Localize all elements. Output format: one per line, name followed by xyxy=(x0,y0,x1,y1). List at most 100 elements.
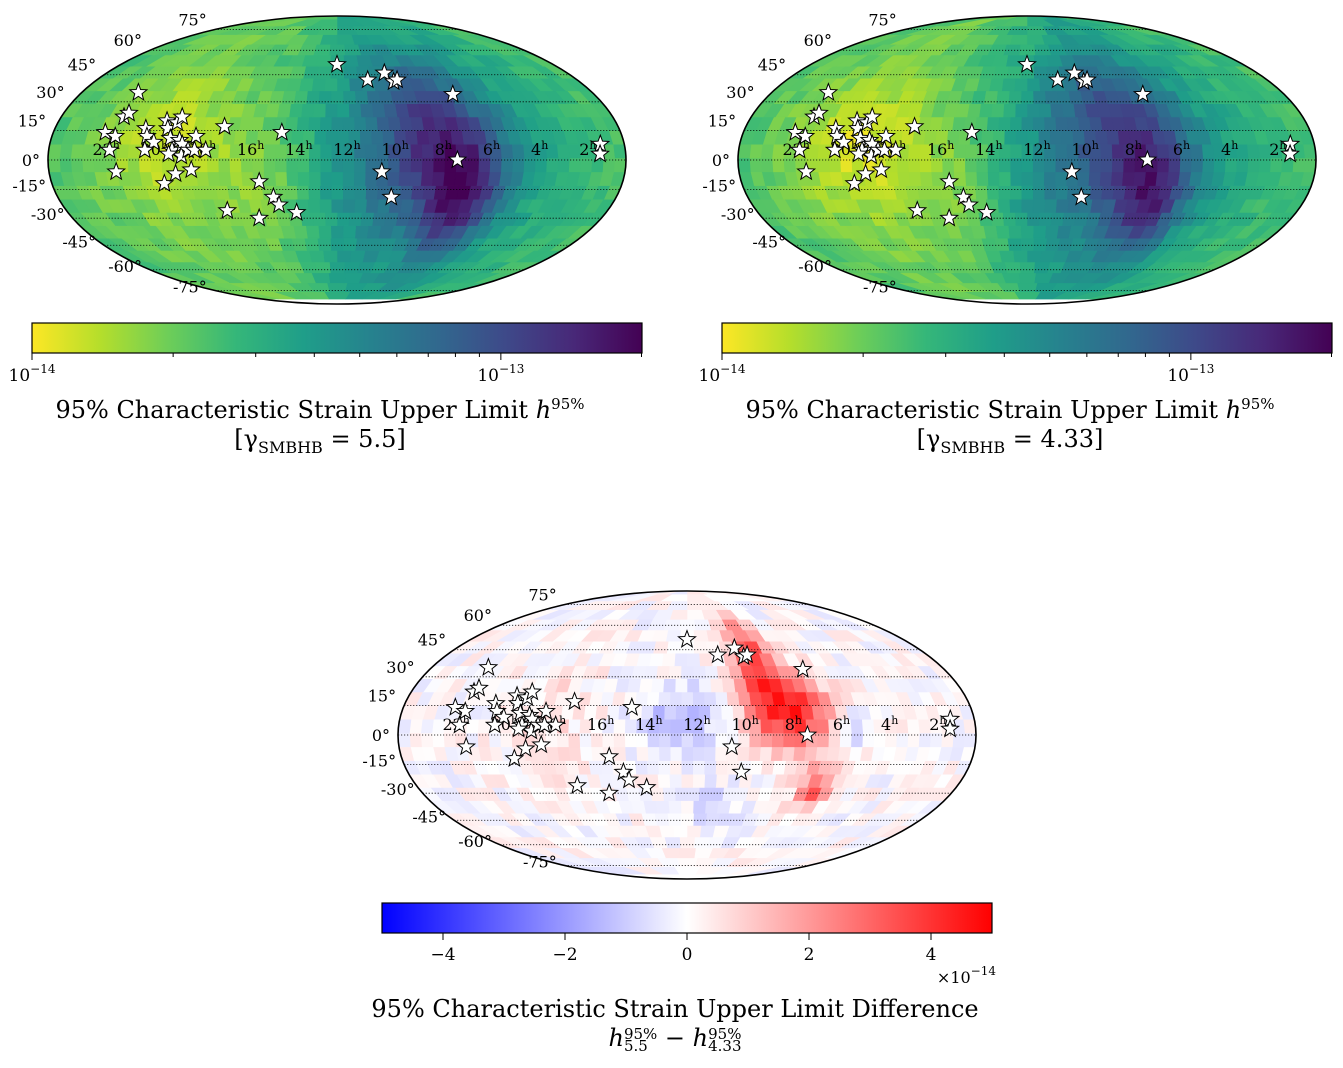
heatmap-cell xyxy=(635,746,649,761)
pulsar-star xyxy=(95,122,116,141)
heatmap-cell xyxy=(1038,77,1053,92)
heatmap-cell xyxy=(634,760,648,775)
lat-label: 0° xyxy=(22,151,40,170)
pulsar-markers xyxy=(785,54,1301,227)
heatmap-cell xyxy=(634,691,648,706)
ra-label: 4h xyxy=(531,139,548,159)
heatmap-cell xyxy=(382,103,398,118)
heatmap-cell xyxy=(316,237,332,251)
ra-label: 14h xyxy=(975,139,1002,159)
heatmap-cell xyxy=(726,691,740,706)
ra-label: 12h xyxy=(683,714,710,734)
pulsar-star xyxy=(545,714,566,734)
heatmap-cell xyxy=(319,185,332,200)
pulsar-star xyxy=(567,775,588,795)
heatmap-cell xyxy=(461,130,476,145)
heatmap-cell xyxy=(1049,103,1064,118)
heatmap-cell xyxy=(1043,116,1057,131)
lat-label: -45° xyxy=(412,807,446,826)
heatmap-cell xyxy=(1020,198,1034,213)
heatmap-cell xyxy=(679,836,695,849)
ra-label: 4h xyxy=(881,714,898,734)
pulsar-star xyxy=(1061,161,1082,181)
heatmap-cell xyxy=(749,143,763,159)
heatmap-cell xyxy=(1026,250,1042,263)
pulsar-star xyxy=(172,106,193,126)
ra-label: 10h xyxy=(731,714,758,734)
heatmap-cell xyxy=(336,212,350,226)
heatmap-cell xyxy=(837,746,852,761)
pulsar-star xyxy=(1064,62,1085,82)
pulsar-star xyxy=(327,54,347,74)
heatmap-cell xyxy=(1043,198,1057,213)
heatmap-cell xyxy=(1055,185,1068,200)
pulsar-star xyxy=(721,736,742,756)
heatmap-cell xyxy=(759,691,774,706)
heatmap-cell xyxy=(1154,171,1169,186)
heatmap-cell xyxy=(657,760,671,775)
heatmap-cell xyxy=(817,143,831,159)
pulsar-star xyxy=(484,714,505,734)
heatmap-cell xyxy=(1054,116,1068,131)
pulsar-star xyxy=(271,122,292,141)
heatmap-cell xyxy=(1110,171,1124,186)
pulsar-markers xyxy=(95,54,611,227)
heatmap-cell xyxy=(1019,261,1035,274)
heatmap-cell xyxy=(989,212,1004,226)
heatmap-cell xyxy=(669,691,682,706)
heatmap-cell xyxy=(1032,237,1048,251)
heatmap-cell xyxy=(736,746,750,761)
lat-label: 15° xyxy=(18,112,46,131)
colorbar-gradient xyxy=(721,322,1333,354)
heatmap-cell xyxy=(1007,225,1022,239)
heatmap-cell xyxy=(409,171,423,186)
heatmap-cell xyxy=(1012,250,1028,263)
heatmap-cell xyxy=(686,652,701,667)
heatmap-cell xyxy=(312,212,326,226)
ra-label: 16h xyxy=(587,714,614,734)
lat-label: 30° xyxy=(386,658,414,677)
heatmap-cell xyxy=(1100,185,1115,200)
ra-label: 4h xyxy=(1221,139,1238,159)
heatmap-cell xyxy=(908,171,922,186)
heatmap-cell xyxy=(336,77,351,92)
lat-label: 30° xyxy=(36,83,64,102)
heatmap-cell xyxy=(885,171,900,186)
heatmap-cell xyxy=(284,185,298,200)
heatmap-cell xyxy=(692,640,708,654)
heatmap-cell xyxy=(579,746,593,761)
heatmap-cell xyxy=(364,171,377,186)
heatmap-cell xyxy=(710,787,725,801)
heatmap-cell xyxy=(353,171,366,186)
heatmap-cell xyxy=(672,825,688,838)
heatmap-cell xyxy=(680,800,694,814)
heatmap-cell xyxy=(48,157,61,173)
lat-label: -15° xyxy=(12,176,46,195)
heatmap-cell xyxy=(714,718,728,734)
heatmap-cells xyxy=(48,16,626,300)
heatmap-cell xyxy=(792,746,806,761)
heatmap-cell xyxy=(657,773,671,788)
heatmap-cell xyxy=(1089,185,1103,200)
pulsar-star xyxy=(165,163,186,183)
heatmap-cell xyxy=(1032,225,1047,239)
heatmap-cell xyxy=(477,718,491,734)
heatmap-cell xyxy=(649,787,664,801)
heatmap-cell xyxy=(657,691,671,706)
heatmap-cell xyxy=(662,787,676,801)
heatmap-cell xyxy=(692,812,708,826)
heatmap-cell xyxy=(1043,185,1057,200)
heatmap-cell xyxy=(288,103,303,118)
heatmap-cell xyxy=(431,171,445,186)
heatmap-cell xyxy=(721,787,737,801)
pulsar-star xyxy=(106,161,127,181)
pulsar-star xyxy=(599,746,620,766)
heatmap-cell xyxy=(647,746,660,761)
lat-label: -30° xyxy=(721,205,755,224)
heatmap-cell xyxy=(674,678,688,693)
heatmap-cell xyxy=(747,746,761,761)
heatmap-cell xyxy=(686,678,700,693)
heatmap-cell xyxy=(1177,171,1192,186)
heatmap-cell xyxy=(262,143,276,159)
lat-label: -75° xyxy=(523,852,557,871)
